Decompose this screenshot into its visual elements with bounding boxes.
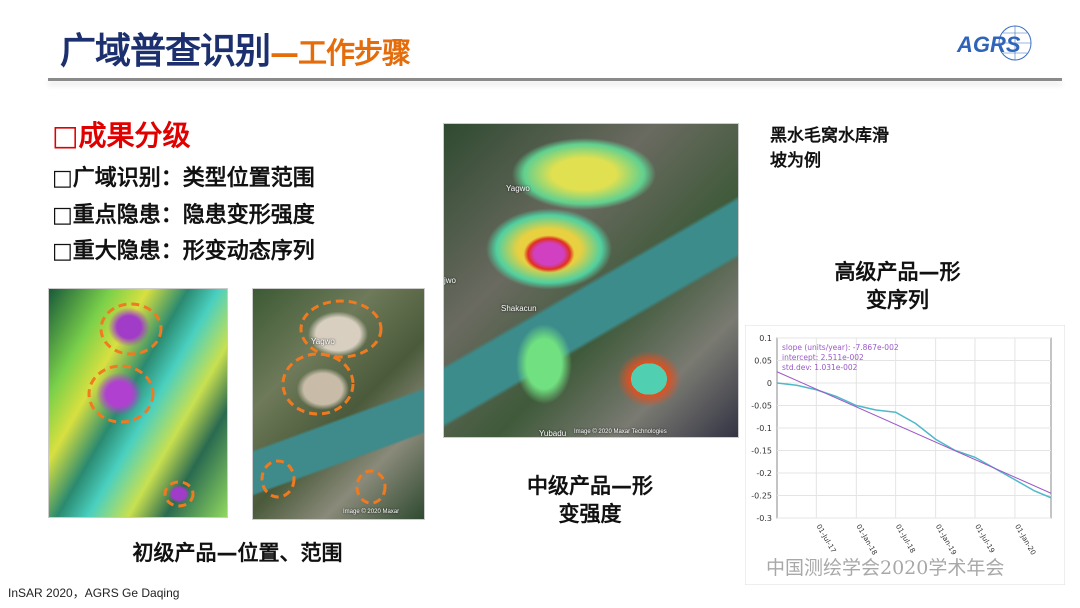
outline-overlay bbox=[260, 299, 387, 505]
caption-line: 中级产品—形 bbox=[527, 474, 653, 498]
caption-primary: 初级产品—位置、范围 bbox=[132, 541, 343, 565]
y-tick-label: 0.05 bbox=[754, 357, 772, 366]
footer-text: InSAR 2020，AGRS Ge Daqing bbox=[8, 586, 180, 600]
deformation-intensity-map: Yagwo jwo Shakacun Yubadu Image © 2020 M… bbox=[443, 123, 739, 438]
time-series-chart: 0.10.050-0.05-0.1-0.15-0.2-0.25-0.301-Ju… bbox=[745, 325, 1065, 585]
y-tick-label: -0.05 bbox=[751, 402, 772, 411]
map-label: Yagwo bbox=[506, 184, 530, 193]
chart-annotation: intercept: 2.511e-002 bbox=[782, 353, 864, 362]
bullet-item: □重点隐患：隐患变形强度 bbox=[52, 203, 315, 228]
bullet-heading: □成果分级 bbox=[52, 119, 191, 152]
caption-line: 变强度 bbox=[558, 502, 622, 526]
caption-line: 高级产品—形 bbox=[834, 260, 961, 284]
map-copyright: Image © 2020 Maxar bbox=[343, 509, 400, 515]
outline-overlay bbox=[87, 302, 195, 508]
caption-intermediate: 中级产品—形 变强度 bbox=[500, 472, 680, 528]
page-title: 广域普查识别—工作步骤 bbox=[60, 22, 411, 74]
svg-text:AGRS: AGRS bbox=[956, 32, 1021, 57]
insar-deformation-image bbox=[48, 288, 228, 518]
example-note: 黑水毛窝水库滑 坡为例 bbox=[770, 124, 889, 174]
bullet-item: □广域识别：类型位置范围 bbox=[52, 166, 315, 191]
chart-annotation: slope (units/year): -7.867e-002 bbox=[782, 343, 899, 352]
y-tick-label: -0.1 bbox=[756, 424, 772, 433]
chart-annotation: std.dev: 1.031e-002 bbox=[782, 363, 858, 372]
map-label: jwo bbox=[444, 276, 457, 285]
caption-line: 变序列 bbox=[866, 288, 929, 312]
y-tick-label: 0.1 bbox=[759, 334, 772, 343]
y-tick-label: -0.2 bbox=[756, 469, 772, 478]
map-copyright: Image © 2020 Maxar Technologies bbox=[574, 429, 667, 435]
map-label: Yubadu bbox=[539, 429, 567, 438]
title-sub: —工作步骤 bbox=[270, 36, 411, 70]
caption-advanced: 高级产品—形 变序列 bbox=[805, 258, 990, 314]
bullet-item: □重大隐患：形变动态序列 bbox=[52, 239, 315, 264]
map-label: Yagwo bbox=[311, 337, 335, 346]
chart-frame bbox=[745, 325, 1065, 585]
title-main: 广域普查识别 bbox=[60, 31, 271, 72]
y-tick-label: 0 bbox=[767, 379, 772, 388]
note-line: 坡为例 bbox=[770, 151, 821, 171]
title-divider bbox=[48, 78, 1062, 81]
fit-line bbox=[776, 371, 1052, 494]
satellite-image: Yagwo Image © 2020 Maxar bbox=[252, 288, 425, 520]
note-line: 黑水毛窝水库滑 bbox=[770, 126, 889, 146]
agrs-logo: AGRS bbox=[956, 25, 1032, 61]
y-tick-label: -0.3 bbox=[756, 514, 772, 523]
y-tick-label: -0.15 bbox=[751, 447, 772, 456]
y-tick-label: -0.25 bbox=[751, 492, 772, 501]
watermark: 中国测绘学会2020学术年会 bbox=[766, 557, 1005, 579]
map-label: Shakacun bbox=[501, 304, 537, 313]
